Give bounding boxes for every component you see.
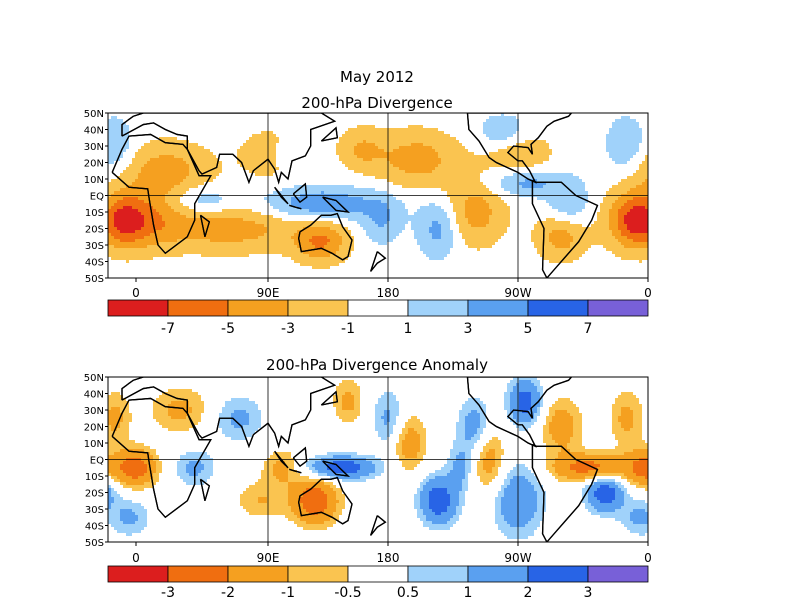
colorbar-label: -5 xyxy=(221,321,235,337)
colorbar-label: 0.5 xyxy=(397,585,419,600)
y-tick-label: 50N xyxy=(84,109,104,120)
y-tick-label: 40N xyxy=(84,390,104,401)
y-tick-label: 20S xyxy=(85,489,104,500)
y-tick-label: 50N xyxy=(84,373,104,384)
colorbar-swatch xyxy=(227,565,289,583)
colorbar-swatch xyxy=(287,299,349,317)
colorbar-swatch xyxy=(107,565,169,583)
colorbar-swatch xyxy=(347,565,409,583)
field-layer xyxy=(108,113,648,269)
colorbar-label: 5 xyxy=(524,321,533,337)
colorbar-swatch xyxy=(467,299,529,317)
colorbar-label: 7 xyxy=(584,321,593,337)
divergence-panel: 200-hPa Divergence 50N 40N 30N 20N 10N EQ 10S 20… xyxy=(84,94,652,337)
colorbar-label: -1 xyxy=(341,321,355,337)
colorbar-label: 1 xyxy=(404,321,413,337)
y-tick-label: 30N xyxy=(84,406,104,417)
y-tick-label: 20N xyxy=(84,159,104,170)
x-tick-label: 0 xyxy=(644,551,652,565)
colorbar-swatch xyxy=(527,299,589,317)
colorbar-swatch xyxy=(527,565,589,583)
colorbar-swatch xyxy=(587,565,649,583)
colorbar-swatch xyxy=(227,299,289,317)
y-tick-label: 50S xyxy=(85,274,104,285)
x-tick-label: 90W xyxy=(504,286,531,300)
y-tick-label: 30N xyxy=(84,142,104,153)
y-tick-label: 30S xyxy=(85,241,104,252)
colorbar-swatch xyxy=(407,299,469,317)
colorbar-label: -2 xyxy=(221,585,235,600)
field-layer xyxy=(108,377,648,539)
x-tick-label: 0 xyxy=(132,551,140,565)
y-tick-label: EQ xyxy=(90,192,104,203)
y-tick-label: 50S xyxy=(85,538,104,549)
y-tick-label: 40S xyxy=(85,258,104,269)
colorbar-label: 3 xyxy=(464,321,473,337)
y-tick-label: 10N xyxy=(84,175,104,186)
x-tick-label: 0 xyxy=(644,286,652,300)
colorbar-label: -3 xyxy=(281,321,295,337)
colorbar-label: -1 xyxy=(281,585,295,600)
x-tick-label: 180 xyxy=(377,286,400,300)
colorbar: -7 -5 -3 -1 1 3 5 7 xyxy=(107,299,649,337)
colorbar-swatch xyxy=(167,565,229,583)
y-tick-label: 40S xyxy=(85,522,104,533)
x-tick-label: 90E xyxy=(257,286,280,300)
colorbar-swatch xyxy=(287,565,349,583)
y-tick-label: 10N xyxy=(84,439,104,450)
y-tick-label: 10S xyxy=(85,472,104,483)
y-tick-label: 40N xyxy=(84,126,104,137)
colorbar-swatch xyxy=(167,299,229,317)
y-tick-label: 20S xyxy=(85,225,104,236)
colorbar-label: -7 xyxy=(161,321,175,337)
colorbar-swatch xyxy=(107,299,169,317)
coastlines xyxy=(111,113,599,278)
panel-title: 200-hPa Divergence Anomaly xyxy=(266,356,488,374)
colorbar-label: -0.5 xyxy=(334,585,361,600)
colorbar-swatch xyxy=(467,565,529,583)
figure-title: May 2012 xyxy=(340,68,414,86)
colorbar-label: 1 xyxy=(464,585,473,600)
colorbar-swatch xyxy=(347,299,409,317)
y-tick-label: 10S xyxy=(85,208,104,219)
x-tick-label: 90W xyxy=(504,551,531,565)
x-tick-label: 90E xyxy=(257,551,280,565)
x-tick-label: 180 xyxy=(377,551,400,565)
colorbar-swatch xyxy=(587,299,649,317)
y-tick-label: 20N xyxy=(84,423,104,434)
y-tick-label: 30S xyxy=(85,505,104,516)
colorbar-label: 3 xyxy=(584,585,593,600)
colorbar-swatch xyxy=(407,565,469,583)
panel-title: 200-hPa Divergence xyxy=(301,94,452,112)
colorbar-label: 2 xyxy=(524,585,533,600)
divergence-anomaly-panel: 200-hPa Divergence Anomaly50N40N30N20N10… xyxy=(84,356,652,600)
colorbar: -3 -2 -1 -0.5 0.5 1 2 3 xyxy=(107,565,649,600)
x-tick-label: 0 xyxy=(132,286,140,300)
y-tick-label: EQ xyxy=(90,456,104,467)
colorbar-label: -3 xyxy=(161,585,175,600)
